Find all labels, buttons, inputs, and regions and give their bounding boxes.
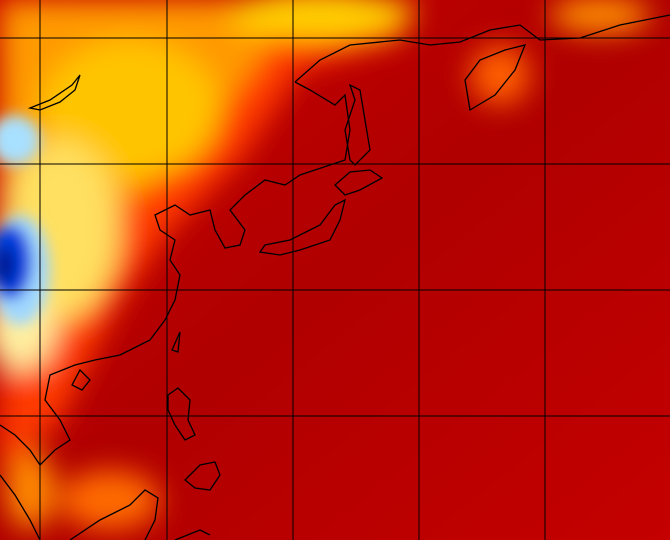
- cold-field: [0, 115, 50, 325]
- coastlines: [0, 14, 670, 540]
